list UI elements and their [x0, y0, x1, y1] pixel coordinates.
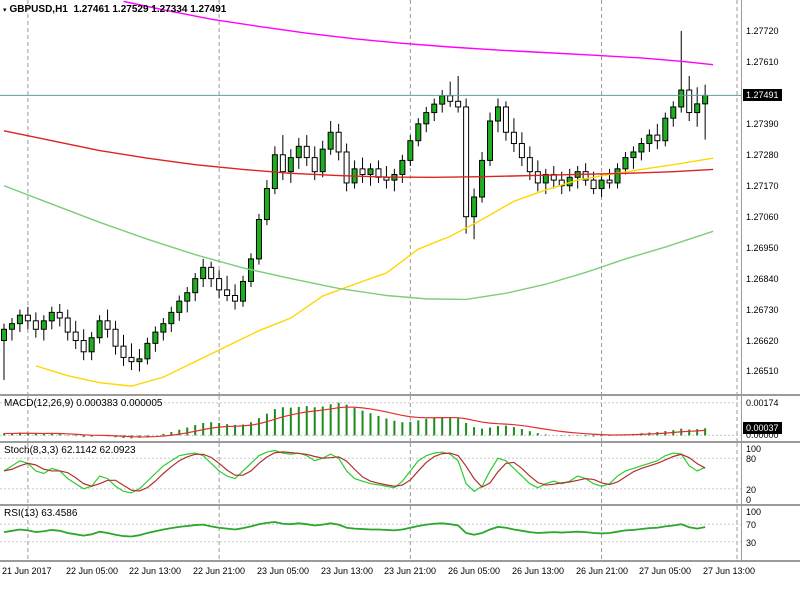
scale-label: 1.27720	[746, 26, 779, 36]
rsi-line	[3, 521, 706, 538]
rsi-plot[interactable]	[0, 506, 741, 560]
scale-label: 1.26840	[746, 274, 779, 284]
symbol-dropdown-icon[interactable]: ▾	[3, 7, 7, 14]
ma-green	[3, 185, 714, 301]
scale-label: 1.26730	[746, 305, 779, 315]
macd-signal-line	[3, 406, 706, 438]
symbol-period-label: GBPUSD,H1	[9, 4, 68, 15]
pane-separator[interactable]	[0, 504, 800, 506]
stoch-name: Stoch(8,3,3)	[4, 445, 59, 456]
ma-magenta	[123, 0, 714, 66]
grid-day-separators	[27, 506, 738, 560]
main-chart-plot[interactable]	[0, 0, 741, 394]
grid-day-separators	[27, 443, 738, 504]
time-label: 22 Jun 21:00	[193, 566, 246, 576]
macd-value-badge: 0.00037	[743, 422, 782, 434]
time-label: 23 Jun 13:00	[321, 566, 374, 576]
pane-separator[interactable]	[0, 394, 800, 396]
stoch-values: 62.1142 62.0923	[61, 445, 136, 456]
scale-label: 30	[746, 538, 757, 548]
macd-name: MACD(12,26,9)	[4, 398, 74, 409]
ma-yellow	[35, 157, 714, 387]
stoch-signal-line	[3, 451, 706, 492]
time-axis[interactable]: 21 Jun 2017 22 Jun 05:00 22 Jun 13:00 22 Ju…	[0, 560, 800, 600]
scale-label: 0	[746, 495, 752, 505]
time-label: 26 Jun 13:00	[512, 566, 565, 576]
scale-label: 100	[746, 507, 762, 517]
time-label: 27 Jun 05:00	[639, 566, 692, 576]
scale-label: 1.26620	[746, 336, 779, 346]
scale-label: 80	[746, 454, 757, 464]
ma-red	[3, 130, 714, 179]
grid-day-separators	[27, 0, 738, 394]
time-label: 21 Jun 2017	[2, 566, 52, 576]
time-label: 23 Jun 05:00	[257, 566, 310, 576]
time-label: 26 Jun 21:00	[576, 566, 629, 576]
scale-label: 1.27390	[746, 119, 779, 129]
scale-label: 70	[746, 520, 757, 530]
scale-label: 1.27610	[746, 57, 779, 67]
macd-plot[interactable]	[0, 396, 741, 441]
price-scale-column[interactable]: 1.277201.276101.275001.273901.272801.271…	[741, 0, 800, 560]
rsi-value: 63.4586	[41, 508, 78, 519]
scale-label: 1.27060	[746, 212, 779, 222]
macd-values: 0.000383 0.000005	[76, 398, 163, 409]
time-label: 23 Jun 21:00	[384, 566, 437, 576]
time-label: 22 Jun 13:00	[129, 566, 182, 576]
current-price-badge: 1.27491	[743, 89, 782, 101]
scale-label: 1.26510	[746, 366, 779, 376]
scale-label: 0.00000	[746, 430, 779, 440]
scale-label: 0.00174	[746, 398, 779, 408]
scale-label: 100	[746, 444, 762, 454]
scale-label: 1.27280	[746, 150, 779, 160]
rsi-indicator-label: RSI(13) 63.4586	[4, 508, 77, 519]
stoch-main-line	[3, 449, 706, 494]
time-label: 27 Jun 13:00	[703, 566, 756, 576]
scale-label: 1.27170	[746, 181, 779, 191]
time-label: 26 Jun 05:00	[448, 566, 501, 576]
scale-label: 1.26950	[746, 243, 779, 253]
rsi-name: RSI(13)	[4, 508, 39, 519]
stochastic-plot[interactable]	[0, 443, 741, 504]
scale-label: 20	[746, 485, 757, 495]
ohlc-values: 1.27461 1.27529 1.27334 1.27491	[73, 4, 227, 15]
pane-separator[interactable]	[0, 441, 800, 443]
stoch-indicator-label: Stoch(8,3,3) 62.1142 62.0923	[4, 445, 136, 456]
chart-title: ▾ GBPUSD,H1 1.27461 1.27529 1.27334 1.274…	[3, 4, 226, 15]
macd-indicator-label: MACD(12,26,9) 0.000383 0.000005	[4, 398, 162, 409]
candles	[0, 30, 709, 380]
time-label: 22 Jun 05:00	[66, 566, 119, 576]
